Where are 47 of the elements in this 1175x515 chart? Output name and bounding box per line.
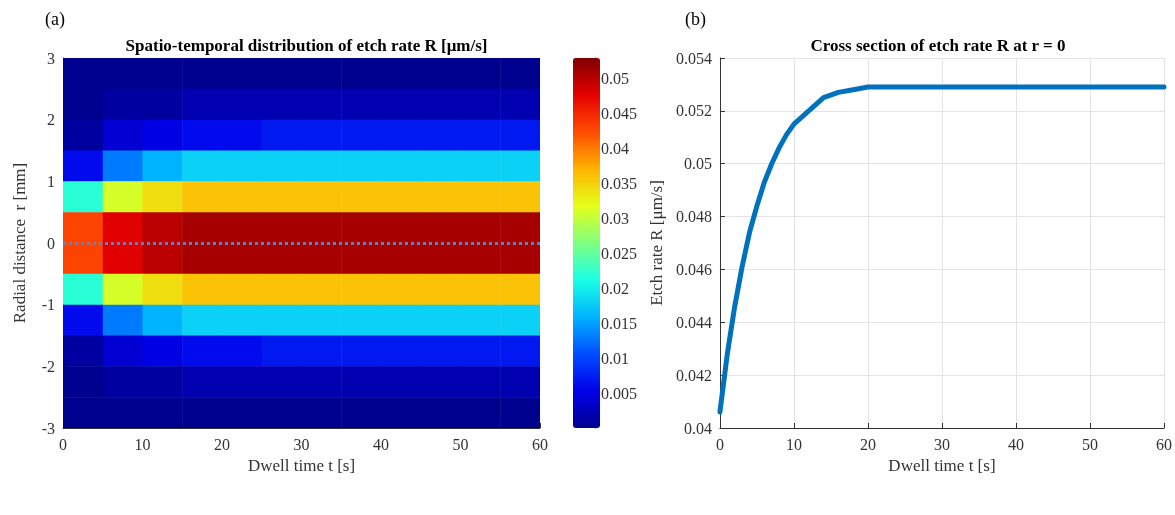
color-bar-label: 0.04: [601, 140, 629, 158]
y-tick-label: 0.05: [683, 155, 712, 173]
y-tick-label: 2: [47, 111, 55, 129]
x-tick-label: 30: [933, 435, 950, 453]
color-bar-label: 0.015: [601, 314, 637, 332]
y-tick-label: 0.044: [675, 313, 712, 331]
chart-title: Cross section of etch rate R at r = 0: [810, 36, 1066, 55]
text: (a): [45, 9, 65, 30]
color-bar-label: 0.02: [601, 279, 629, 297]
color-bar-label: 0.005: [601, 384, 637, 402]
y-tick-label: 0.042: [675, 366, 712, 384]
x-tick-label: 20: [214, 435, 230, 453]
chart-title: Spatio-temporal distribution of etch rate R [μm/s]: [125, 36, 488, 55]
y-axis-title: Etch rate R [μm/s]: [647, 180, 666, 306]
x-tick-label: 50: [452, 435, 469, 453]
color-bar-label: 0.03: [601, 210, 629, 228]
x-tick-label: 60: [532, 435, 548, 453]
y-tick-label: 0.048: [675, 208, 712, 226]
color-bar-label: 0.05: [601, 70, 629, 88]
color-bar-label: 0.035: [601, 175, 637, 193]
x-tick-label: 60: [1156, 435, 1172, 453]
y-tick-label: 0.04: [683, 419, 712, 437]
y-axis-title: Radial distance r [mm]: [10, 162, 29, 324]
color-bar-label: 0.025: [601, 244, 637, 262]
x-tick-label: 40: [373, 435, 389, 453]
y-tick-label: -1: [41, 296, 55, 314]
x-tick-label: 50: [1081, 435, 1098, 453]
y-tick-label: 3: [47, 49, 55, 67]
x-tick-label: 10: [785, 435, 802, 453]
x-tick-label: 40: [1007, 435, 1024, 453]
color-bar-label: 0.01: [601, 349, 629, 367]
x-tick-label: 0: [59, 435, 67, 453]
y-tick-label: 1: [47, 172, 55, 190]
y-tick-label: -2: [41, 357, 55, 375]
y-tick-label: 0.046: [675, 260, 712, 278]
x-tick-label: 30: [293, 435, 310, 453]
x-axis-title: Dwell time t [s]: [247, 455, 356, 475]
y-tick-label: 0.052: [675, 102, 712, 120]
x-tick-label: 0: [715, 435, 724, 453]
text: (b): [685, 9, 706, 30]
x-tick-label: 10: [134, 435, 151, 453]
x-tick-label: 20: [859, 435, 876, 453]
color-bar-label: 0.045: [601, 105, 637, 123]
x-axis-title: Dwell time t [s]: [888, 455, 996, 475]
y-tick-label: 0: [47, 234, 55, 252]
y-tick-label: -3: [41, 419, 55, 437]
y-tick-label: 0.054: [675, 49, 712, 67]
